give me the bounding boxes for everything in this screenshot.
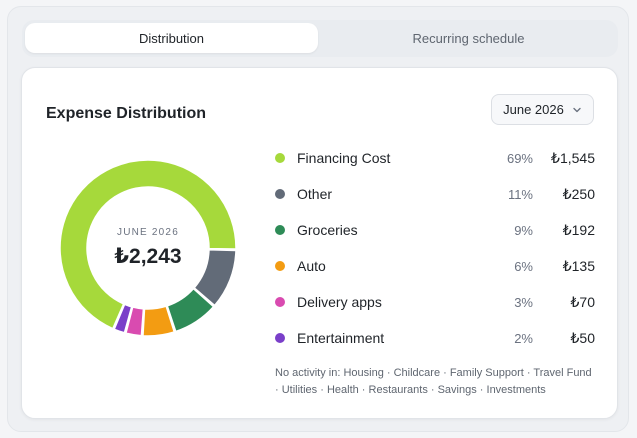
- legend-dot: [275, 297, 285, 307]
- legend-percent: 2%: [514, 330, 533, 346]
- legend-label: Delivery apps: [297, 294, 382, 310]
- legend-label: Auto: [297, 258, 326, 274]
- donut-slice-groceries[interactable]: [166, 287, 215, 333]
- month-selector[interactable]: June 2026: [491, 94, 594, 125]
- card-title: Expense Distribution: [46, 105, 207, 122]
- legend-row-delivery-apps[interactable]: Delivery apps 3% ₺70: [275, 292, 595, 312]
- legend-row-entertainment[interactable]: Entertainment 2% ₺50: [275, 328, 595, 348]
- legend-label: Entertainment: [297, 330, 385, 346]
- legend-dot: [275, 153, 285, 163]
- legend-percent: 11%: [507, 186, 533, 202]
- tab-distribution[interactable]: Distribution: [25, 23, 318, 53]
- view-tabs: Distribution Recurring schedule: [22, 20, 618, 57]
- legend-dot: [275, 189, 285, 199]
- legend-row-other[interactable]: Other 11% ₺250: [275, 184, 595, 204]
- no-activity-note: No activity in: Housing · Childcare · Fa…: [275, 367, 592, 396]
- donut-slice-delivery-apps[interactable]: [125, 306, 145, 337]
- legend-amount: ₺135: [562, 257, 595, 274]
- expense-distribution-card: Expense Distribution June 2026 JUNE 2026…: [21, 67, 618, 419]
- legend-label: Financing Cost: [297, 150, 391, 166]
- legend-row-auto[interactable]: Auto 6% ₺135: [275, 256, 595, 276]
- month-selector-label: June 2026: [503, 102, 564, 117]
- legend-dot: [275, 225, 285, 235]
- legend-amount: ₺1,545: [551, 149, 595, 166]
- expense-panel: Distribution Recurring schedule Expense …: [7, 6, 629, 432]
- legend-row-financing-cost[interactable]: Financing Cost 69% ₺1,545: [275, 148, 595, 168]
- legend-amount: ₺50: [570, 329, 595, 346]
- legend-percent: 3%: [514, 294, 533, 310]
- legend-row-groceries[interactable]: Groceries 9% ₺192: [275, 220, 595, 240]
- legend-dot: [275, 261, 285, 271]
- legend-percent: 9%: [514, 222, 533, 238]
- donut-slice-auto[interactable]: [142, 305, 176, 337]
- tab-recurring-schedule[interactable]: Recurring schedule: [412, 30, 525, 46]
- legend-label: Groceries: [297, 222, 358, 238]
- legend-percent: 69%: [506, 150, 533, 166]
- legend-amount: ₺192: [562, 221, 595, 238]
- legend-percent: 6%: [514, 258, 533, 274]
- donut-slice-financing-cost[interactable]: [59, 159, 237, 330]
- legend-dot: [275, 333, 285, 343]
- donut-chart: [59, 159, 237, 337]
- donut-slice-other[interactable]: [193, 248, 237, 307]
- legend-amount: ₺70: [570, 293, 595, 310]
- legend-amount: ₺250: [562, 185, 595, 202]
- chevron-down-icon: [573, 107, 581, 112]
- donut-slice-entertainment[interactable]: [113, 303, 133, 334]
- legend-label: Other: [297, 186, 333, 202]
